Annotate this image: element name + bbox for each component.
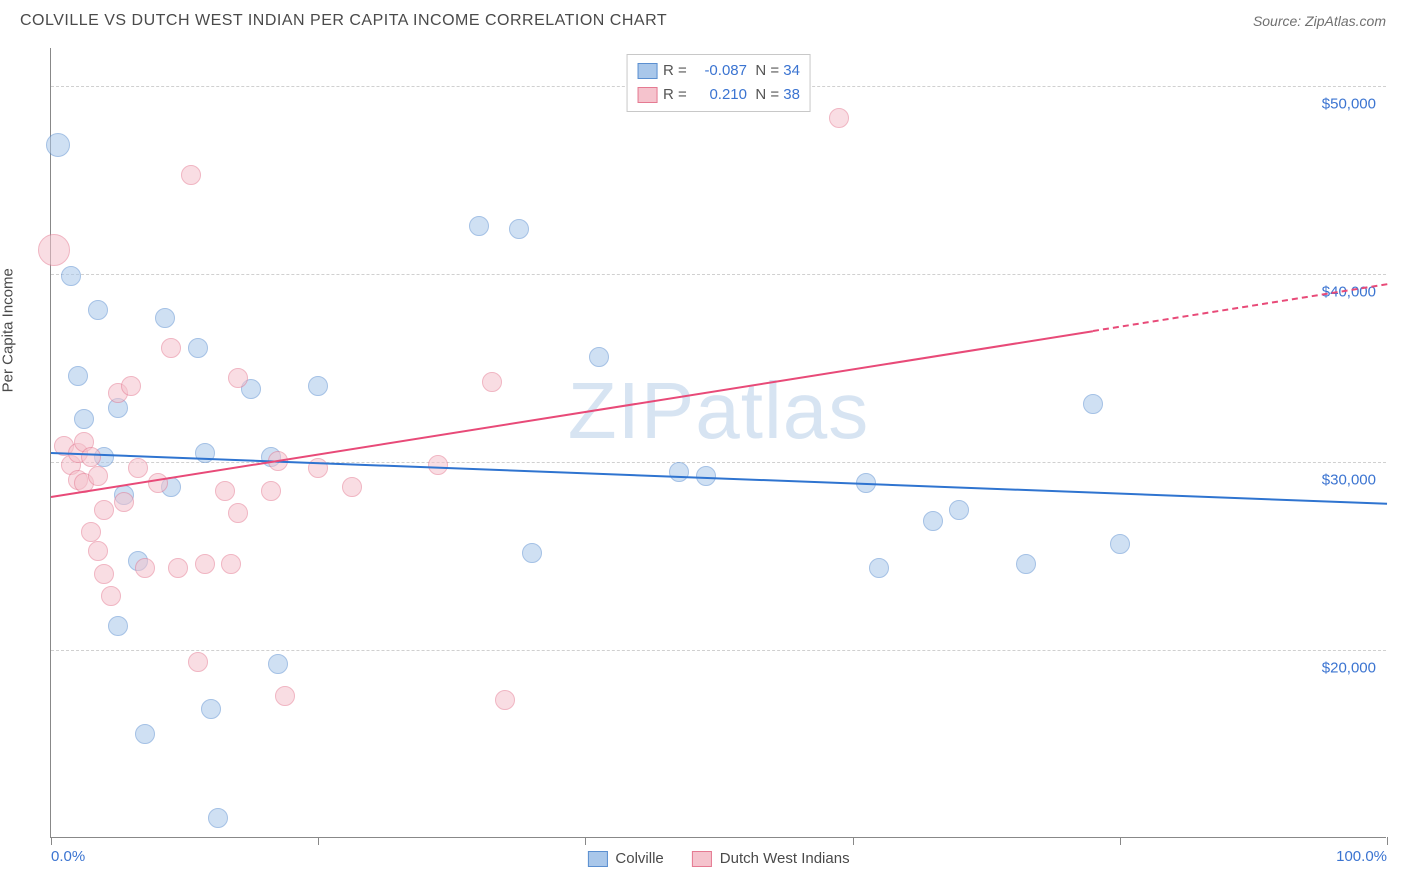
data-point bbox=[275, 686, 295, 706]
data-point bbox=[509, 219, 529, 239]
y-axis-label: Per Capita Income bbox=[0, 268, 17, 392]
data-point bbox=[923, 511, 943, 531]
data-point bbox=[61, 266, 81, 286]
x-tick bbox=[1387, 837, 1388, 845]
data-point bbox=[188, 338, 208, 358]
trend-line bbox=[51, 452, 1387, 505]
data-point bbox=[201, 699, 221, 719]
data-point bbox=[94, 500, 114, 520]
data-point bbox=[1016, 554, 1036, 574]
x-tick bbox=[51, 837, 52, 845]
data-point bbox=[128, 458, 148, 478]
legend-item: Colville bbox=[587, 850, 663, 867]
data-point bbox=[155, 308, 175, 328]
trend-line bbox=[1093, 283, 1387, 332]
source-label: Source: ZipAtlas.com bbox=[1253, 13, 1386, 29]
data-point bbox=[88, 541, 108, 561]
legend-row: R = 0.210 N = 38 bbox=[637, 83, 800, 107]
data-point bbox=[148, 473, 168, 493]
legend-label: Dutch West Indians bbox=[720, 850, 850, 867]
data-point bbox=[81, 522, 101, 542]
data-point bbox=[1083, 394, 1103, 414]
data-point bbox=[168, 558, 188, 578]
gridline bbox=[51, 650, 1386, 651]
data-point bbox=[829, 108, 849, 128]
data-point bbox=[669, 462, 689, 482]
chart-plot-area: ZIPatlas $20,000$30,000$40,000$50,0000.0… bbox=[50, 48, 1386, 838]
data-point bbox=[428, 455, 448, 475]
data-point bbox=[522, 543, 542, 563]
x-tick bbox=[318, 837, 319, 845]
data-point bbox=[208, 808, 228, 828]
gridline bbox=[51, 274, 1386, 275]
x-tick-label: 0.0% bbox=[51, 848, 85, 865]
y-tick-label: $50,000 bbox=[1322, 95, 1376, 112]
data-point bbox=[215, 481, 235, 501]
data-point bbox=[188, 652, 208, 672]
data-point bbox=[221, 554, 241, 574]
x-tick bbox=[1120, 837, 1121, 845]
data-point bbox=[268, 654, 288, 674]
data-point bbox=[46, 133, 70, 157]
data-point bbox=[482, 372, 502, 392]
legend-stat-text: R = 0.210 N = 38 bbox=[663, 83, 800, 107]
legend-swatch bbox=[587, 851, 607, 867]
data-point bbox=[228, 503, 248, 523]
data-point bbox=[88, 466, 108, 486]
y-tick-label: $30,000 bbox=[1322, 471, 1376, 488]
data-point bbox=[195, 443, 215, 463]
x-tick bbox=[585, 837, 586, 845]
data-point bbox=[869, 558, 889, 578]
x-tick bbox=[853, 837, 854, 845]
data-point bbox=[94, 564, 114, 584]
x-tick-label: 100.0% bbox=[1336, 848, 1387, 865]
legend-swatch bbox=[692, 851, 712, 867]
data-point bbox=[88, 300, 108, 320]
legend-stat-text: R = -0.087 N = 34 bbox=[663, 59, 800, 83]
data-point bbox=[589, 347, 609, 367]
data-point bbox=[74, 409, 94, 429]
data-point bbox=[261, 481, 281, 501]
data-point bbox=[1110, 534, 1130, 554]
correlation-legend: R = -0.087 N = 34R = 0.210 N = 38 bbox=[626, 54, 811, 112]
data-point bbox=[195, 554, 215, 574]
data-point bbox=[108, 616, 128, 636]
data-point bbox=[101, 586, 121, 606]
legend-swatch bbox=[637, 87, 657, 103]
legend-swatch bbox=[637, 63, 657, 79]
gridline bbox=[51, 462, 1386, 463]
data-point bbox=[161, 338, 181, 358]
data-point bbox=[81, 447, 101, 467]
data-point bbox=[308, 376, 328, 396]
data-point bbox=[495, 690, 515, 710]
data-point bbox=[949, 500, 969, 520]
watermark-text: ZIPatlas bbox=[568, 365, 869, 457]
legend-item: Dutch West Indians bbox=[692, 850, 850, 867]
series-legend: Colville Dutch West Indians bbox=[587, 850, 849, 867]
data-point bbox=[68, 366, 88, 386]
data-point bbox=[121, 376, 141, 396]
legend-row: R = -0.087 N = 34 bbox=[637, 59, 800, 83]
data-point bbox=[181, 165, 201, 185]
data-point bbox=[38, 234, 70, 266]
y-tick-label: $20,000 bbox=[1322, 659, 1376, 676]
data-point bbox=[469, 216, 489, 236]
data-point bbox=[135, 558, 155, 578]
data-point bbox=[135, 724, 155, 744]
data-point bbox=[342, 477, 362, 497]
data-point bbox=[228, 368, 248, 388]
data-point bbox=[114, 492, 134, 512]
legend-label: Colville bbox=[615, 850, 663, 867]
chart-title: COLVILLE VS DUTCH WEST INDIAN PER CAPITA… bbox=[20, 12, 667, 30]
